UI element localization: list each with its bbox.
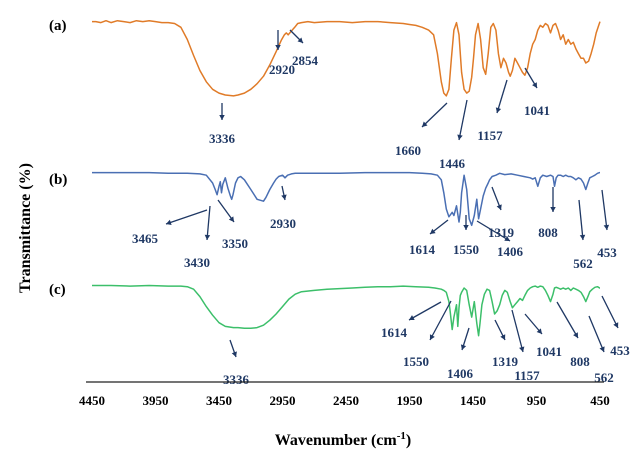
peak-arrowhead xyxy=(430,228,436,234)
peak-arrowhead xyxy=(599,346,605,352)
peak-arrow xyxy=(206,205,211,241)
peak-label: 1550 xyxy=(403,354,429,369)
peak-label: 3465 xyxy=(132,231,159,246)
peak-label: 3336 xyxy=(209,131,236,146)
spectrum-line-b xyxy=(92,171,601,227)
peak-label: 1319 xyxy=(488,225,515,240)
peak-arrow xyxy=(496,79,508,114)
peak-label: 1446 xyxy=(439,156,466,171)
peak-label: 453 xyxy=(597,245,617,260)
x-tick-label: 950 xyxy=(527,393,547,408)
peak-arrowhead xyxy=(422,121,428,127)
peak-arrowhead xyxy=(275,45,281,50)
peak-arrowhead xyxy=(297,37,303,43)
peak-arrowhead xyxy=(463,225,469,230)
panel-label-b: (b) xyxy=(49,172,67,188)
peak-label: 1614 xyxy=(409,242,436,257)
peak-arrowhead xyxy=(281,194,287,200)
peak-label: 1041 xyxy=(536,344,562,359)
peak-label: 1406 xyxy=(497,244,524,259)
x-tick-label: 450 xyxy=(590,393,610,408)
x-tick-label: 3450 xyxy=(206,393,232,408)
peak-arrowhead xyxy=(579,234,586,240)
peak-label: 3336 xyxy=(223,372,250,387)
peak-arrowhead xyxy=(457,134,463,140)
peak-label: 1660 xyxy=(395,143,421,158)
x-tick-label: 4450 xyxy=(79,393,105,408)
peak-label: 3430 xyxy=(184,255,210,270)
peak-label: 2854 xyxy=(292,53,319,68)
peak-arrowhead xyxy=(519,346,525,352)
peak-label: 1157 xyxy=(477,128,503,143)
peak-arrow xyxy=(458,99,468,141)
peak-arrowhead xyxy=(496,204,502,210)
x-axis-title-superscript: -1 xyxy=(397,430,406,442)
peak-label: 1157 xyxy=(514,368,540,383)
peak-arrowhead xyxy=(603,224,610,230)
peak-label: 2920 xyxy=(269,62,295,77)
peak-arrow xyxy=(556,301,579,339)
peak-arrowhead xyxy=(573,332,578,338)
peak-arrowhead xyxy=(204,234,211,240)
peak-arrow xyxy=(511,309,524,353)
x-tick-labels: 4450 3950 3450 2950 2450 1950 1450 950 450 xyxy=(79,393,610,408)
peak-arrow xyxy=(165,209,208,225)
x-tick-label: 2450 xyxy=(333,393,359,408)
peak-arrowhead xyxy=(495,107,502,113)
peak-label: 562 xyxy=(594,370,614,385)
peak-label: 808 xyxy=(538,225,558,240)
peak-label: 1041 xyxy=(524,103,550,118)
panel-label-c: (c) xyxy=(49,282,66,298)
spectra-group xyxy=(92,19,601,337)
peak-arrowhead xyxy=(219,115,225,120)
x-tick-label: 2950 xyxy=(270,393,296,408)
peak-arrowhead xyxy=(166,219,172,225)
panel-label-a: (a) xyxy=(49,18,67,34)
x-tick-label: 3950 xyxy=(143,393,169,408)
peak-arrowhead xyxy=(550,207,556,212)
peak-label: 1614 xyxy=(381,325,408,340)
peak-label: 2930 xyxy=(270,216,296,231)
peak-arrow xyxy=(421,102,448,128)
y-axis-title: Transmittance (%) xyxy=(17,163,34,293)
spectrum-line-c xyxy=(92,284,601,337)
peak-arrowhead xyxy=(613,322,619,328)
peak-arrow xyxy=(476,220,511,242)
peak-arrowhead xyxy=(504,236,510,241)
x-axis-title-close: ) xyxy=(406,432,411,449)
peak-label: 1406 xyxy=(447,366,474,381)
peak-label: 1550 xyxy=(453,242,479,257)
peak-arrowhead xyxy=(228,216,234,222)
peak-arrowhead xyxy=(532,82,537,88)
peak-arrowhead xyxy=(409,315,415,320)
peak-arrow xyxy=(588,315,605,353)
peak-arrow xyxy=(601,189,608,231)
peak-label: 1319 xyxy=(492,354,519,369)
peak-label: 808 xyxy=(570,354,590,369)
peak-arrow xyxy=(578,199,584,241)
peak-arrowhead xyxy=(429,334,435,340)
x-tick-label: 1450 xyxy=(460,393,486,408)
peak-label: 453 xyxy=(610,343,630,358)
spectrum-line-a xyxy=(92,19,601,97)
peak-arrowhead xyxy=(460,344,467,350)
peak-arrowhead xyxy=(536,328,542,334)
peak-label: 3350 xyxy=(222,236,248,251)
peak-arrow xyxy=(601,295,619,329)
peak-arrowhead xyxy=(231,351,237,357)
peak-label: 562 xyxy=(573,256,593,271)
x-tick-label: 1950 xyxy=(397,393,423,408)
peak-arrow xyxy=(408,301,442,321)
peak-arrowhead xyxy=(500,334,506,340)
peak-arrow xyxy=(429,300,452,341)
x-axis-title: Wavenumber (cm-1) xyxy=(275,430,411,449)
x-axis-title-main: Wavenumber (cm xyxy=(275,432,398,449)
